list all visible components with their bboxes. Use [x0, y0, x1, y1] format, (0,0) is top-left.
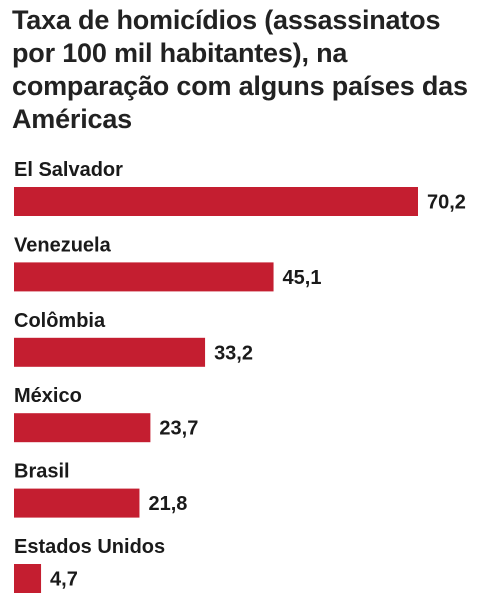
value-label-mexico: 23,7 — [159, 418, 198, 440]
chart-title: Taxa de homicídios (assassinatos por 100… — [12, 5, 468, 134]
bar-colombia — [14, 337, 206, 367]
value-label-estados-unidos: 4,7 — [50, 569, 78, 591]
bar-venezuela — [14, 262, 274, 292]
bar-mexico — [14, 413, 151, 443]
value-label-brasil: 21,8 — [148, 493, 187, 515]
category-label-venezuela: Venezuela — [14, 234, 112, 256]
bar-el-salvador — [14, 187, 418, 216]
bars-layer: El Salvador 70,2 Venezuela 45,1 Colômbia 33,2… — [14, 159, 466, 593]
bar-brasil — [14, 488, 140, 518]
bar-estados-unidos — [14, 564, 42, 593]
value-label-venezuela: 45,1 — [283, 267, 322, 289]
category-label-brasil: Brasil — [14, 461, 70, 483]
category-label-mexico: México — [14, 385, 82, 407]
category-label-el-salvador: El Salvador — [14, 159, 123, 181]
value-label-colombia: 33,2 — [214, 342, 253, 364]
category-label-colombia: Colômbia — [14, 310, 106, 332]
category-label-estados-unidos: Estados Unidos — [14, 536, 165, 558]
value-label-el-salvador: 70,2 — [427, 192, 466, 214]
